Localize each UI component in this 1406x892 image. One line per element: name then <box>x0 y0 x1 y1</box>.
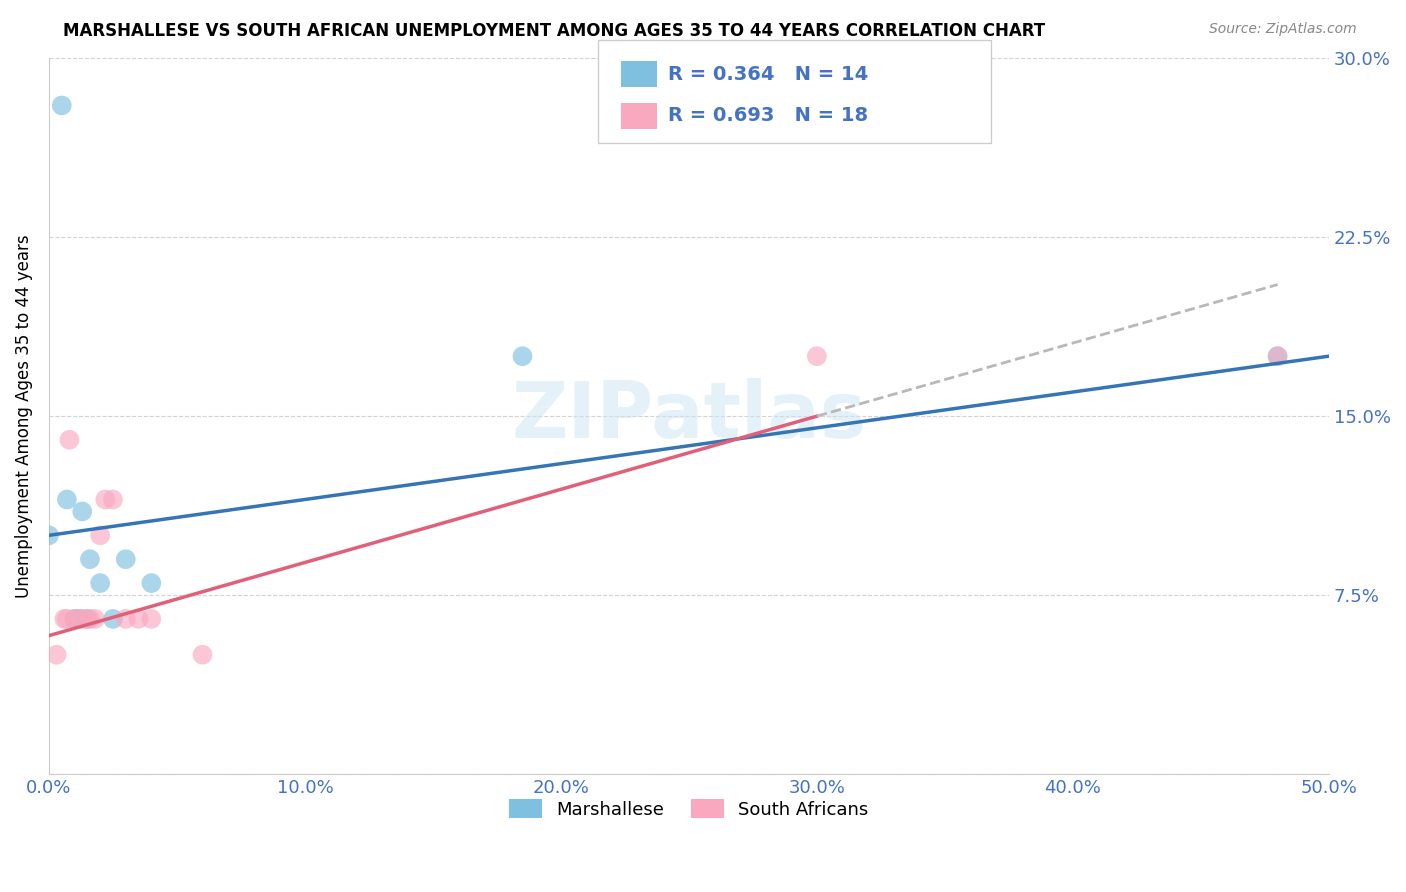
Point <box>191 648 214 662</box>
Point <box>128 612 150 626</box>
Text: Source: ZipAtlas.com: Source: ZipAtlas.com <box>1209 22 1357 37</box>
Point <box>45 648 67 662</box>
Point <box>70 504 93 518</box>
Text: ZIPatlas: ZIPatlas <box>512 378 866 454</box>
Point <box>53 612 76 626</box>
Text: MARSHALLESE VS SOUTH AFRICAN UNEMPLOYMENT AMONG AGES 35 TO 44 YEARS CORRELATION : MARSHALLESE VS SOUTH AFRICAN UNEMPLOYMEN… <box>63 22 1046 40</box>
Point <box>114 552 136 566</box>
Point <box>38 528 60 542</box>
Text: R = 0.364   N = 14: R = 0.364 N = 14 <box>668 64 868 84</box>
Point <box>79 612 101 626</box>
Point <box>1267 349 1289 363</box>
Point <box>58 433 80 447</box>
Point <box>69 612 91 626</box>
Point <box>101 492 124 507</box>
Point <box>84 612 107 626</box>
Legend: Marshallese, South Africans: Marshallese, South Africans <box>502 792 876 826</box>
Point <box>63 612 86 626</box>
Point <box>114 612 136 626</box>
Point <box>89 528 111 542</box>
Point <box>101 612 124 626</box>
Point <box>56 492 79 507</box>
Point <box>806 349 828 363</box>
Point <box>76 612 98 626</box>
Point <box>69 612 91 626</box>
Point <box>73 612 96 626</box>
Text: R = 0.693   N = 18: R = 0.693 N = 18 <box>668 106 868 126</box>
Point <box>56 612 79 626</box>
Point <box>512 349 534 363</box>
Point <box>63 612 86 626</box>
Point <box>89 576 111 591</box>
Point <box>141 576 163 591</box>
Point <box>141 612 163 626</box>
Point <box>94 492 117 507</box>
Point <box>79 552 101 566</box>
Y-axis label: Unemployment Among Ages 35 to 44 years: Unemployment Among Ages 35 to 44 years <box>15 234 32 598</box>
Point <box>1267 349 1289 363</box>
Point <box>51 98 73 112</box>
